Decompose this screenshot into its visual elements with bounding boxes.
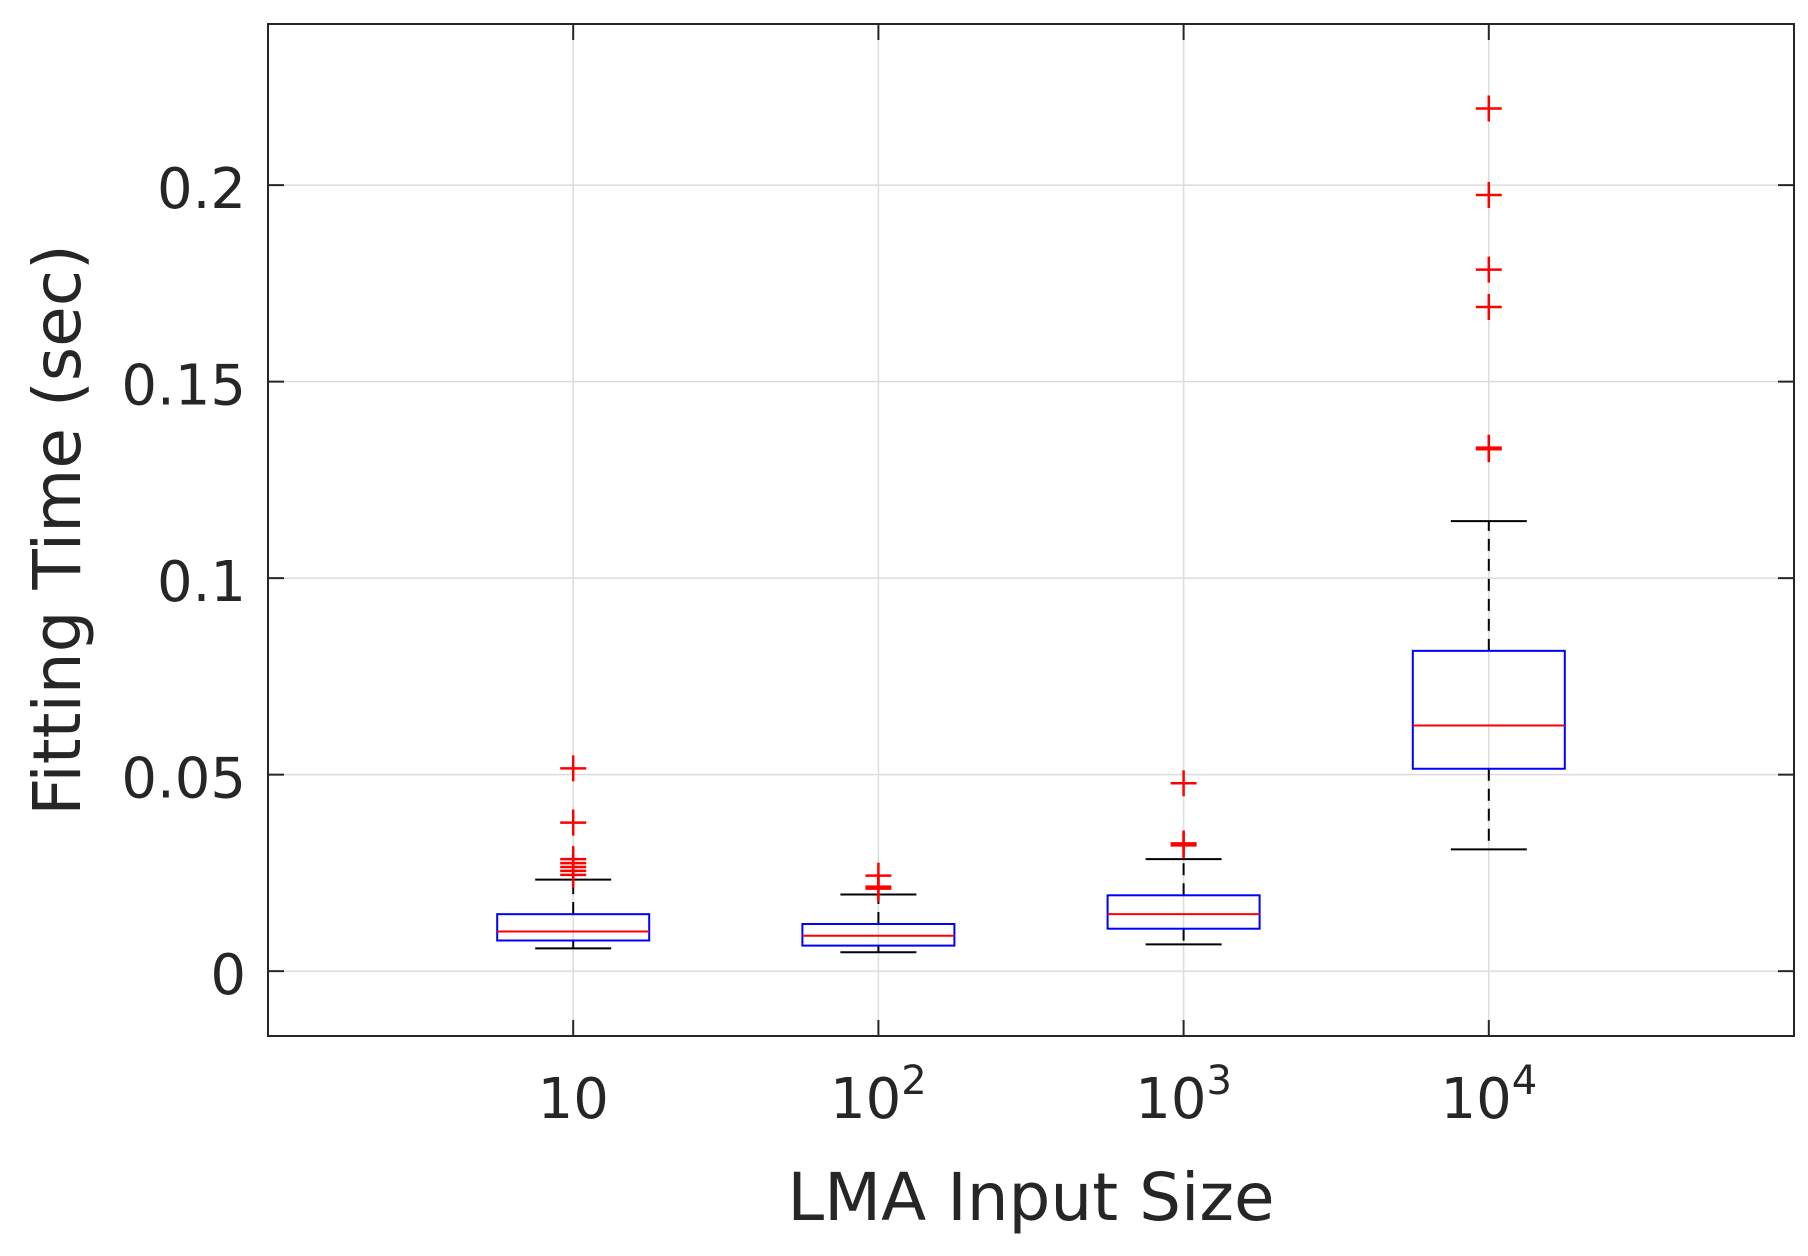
x-axis-label: LMA Input Size bbox=[787, 1159, 1274, 1236]
outlier-marker bbox=[560, 755, 587, 782]
outlier-marker bbox=[865, 875, 892, 902]
iqr-box bbox=[1106, 894, 1261, 930]
box-group bbox=[496, 755, 651, 950]
x-tick-label-base: 10 bbox=[538, 1067, 609, 1132]
y-tick-label: 0 bbox=[210, 943, 246, 1008]
boxes-layer bbox=[496, 95, 1566, 954]
x-tick-label: 10 bbox=[538, 1067, 609, 1132]
y-axis-label: Fitting Time (sec) bbox=[19, 244, 96, 816]
outlier-marker bbox=[1170, 770, 1197, 797]
y-tick-label: 0.05 bbox=[121, 747, 246, 812]
x-tick-label-exponent: 4 bbox=[1512, 1058, 1537, 1104]
x-tick-label: 103 bbox=[1135, 1058, 1232, 1132]
x-tick-label-exponent: 2 bbox=[901, 1058, 926, 1104]
iqr-box bbox=[1411, 649, 1566, 770]
outlier-marker bbox=[1475, 256, 1502, 283]
y-tick-label: 0.15 bbox=[121, 354, 246, 419]
outlier-marker bbox=[560, 809, 587, 836]
iqr-box bbox=[496, 913, 651, 942]
outlier-marker bbox=[1170, 832, 1197, 859]
outlier-marker bbox=[560, 861, 587, 888]
x-tick-label-base: 10 bbox=[1135, 1067, 1206, 1132]
box-group bbox=[801, 862, 956, 954]
y-tick-label: 0.2 bbox=[157, 157, 246, 222]
x-tick-label-exponent: 3 bbox=[1207, 1058, 1232, 1104]
tick-labels: 00.050.10.150.210 102 103 104 bbox=[121, 157, 1537, 1132]
grid-lines bbox=[268, 24, 1794, 1036]
outlier-marker bbox=[1475, 181, 1502, 208]
x-tick-label: 102 bbox=[830, 1058, 927, 1132]
box-group bbox=[1106, 770, 1261, 946]
x-tick-label-base: 10 bbox=[1440, 1067, 1511, 1132]
outlier-marker bbox=[1475, 95, 1502, 122]
box-group bbox=[1411, 95, 1566, 851]
y-tick-label: 0.1 bbox=[157, 550, 246, 615]
x-tick-label-base: 10 bbox=[830, 1067, 901, 1132]
outlier-marker bbox=[1475, 436, 1502, 463]
outlier-marker bbox=[1475, 293, 1502, 320]
plot-frame bbox=[267, 23, 1795, 1037]
x-tick-label: 104 bbox=[1440, 1058, 1537, 1132]
tick-marks bbox=[268, 24, 1794, 1036]
